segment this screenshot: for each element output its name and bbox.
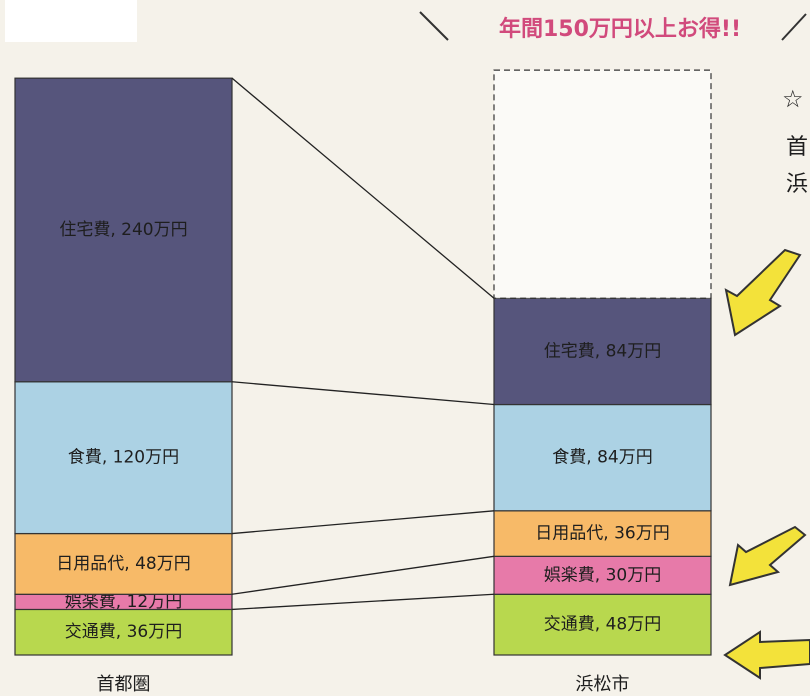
value-label: 娯楽費, 30万円 — [544, 565, 661, 585]
value-label: 住宅費, 84万円 — [544, 341, 661, 361]
slash — [781, 13, 807, 41]
annotation: 年間150万円以上お得!! — [499, 16, 741, 42]
connector — [231, 381, 495, 406]
side-note: 首 — [786, 135, 808, 160]
value-label: 日用品代, 48万円 — [56, 554, 190, 574]
value-label: 食費, 84万円 — [552, 448, 652, 468]
bar-segment — [14, 608, 233, 656]
value-label: 娯楽費, 12万円 — [65, 592, 182, 612]
bar-segment — [493, 297, 712, 406]
bar-segment — [14, 532, 233, 595]
arrow — [723, 630, 810, 680]
connector — [231, 593, 495, 611]
connector — [231, 555, 495, 595]
side-note: ☆ — [782, 85, 804, 113]
x-tick-label: 首都圏 — [97, 674, 151, 695]
value-label: 交通費, 48万円 — [544, 615, 661, 635]
value-label: 住宅費, 240万円 — [59, 220, 187, 240]
value-label: 食費, 120万円 — [68, 448, 179, 468]
slash — [419, 11, 449, 41]
bar-segment — [14, 381, 233, 535]
x-tick-label: 浜松市 — [576, 674, 630, 695]
blank-label — [5, 0, 137, 42]
value-label: 交通費, 36万円 — [65, 622, 182, 642]
side-note: 浜 — [786, 172, 808, 197]
arrow — [728, 525, 807, 587]
difference-box — [493, 69, 712, 299]
bar-segment — [493, 555, 712, 595]
connector — [231, 510, 495, 535]
arrows — [723, 248, 810, 680]
value-label: 日用品代, 36万円 — [535, 524, 669, 544]
bar-segment — [493, 510, 712, 557]
connector — [231, 77, 495, 299]
bar-segment — [14, 77, 233, 383]
arrow — [724, 248, 802, 337]
bar-segment — [493, 593, 712, 656]
